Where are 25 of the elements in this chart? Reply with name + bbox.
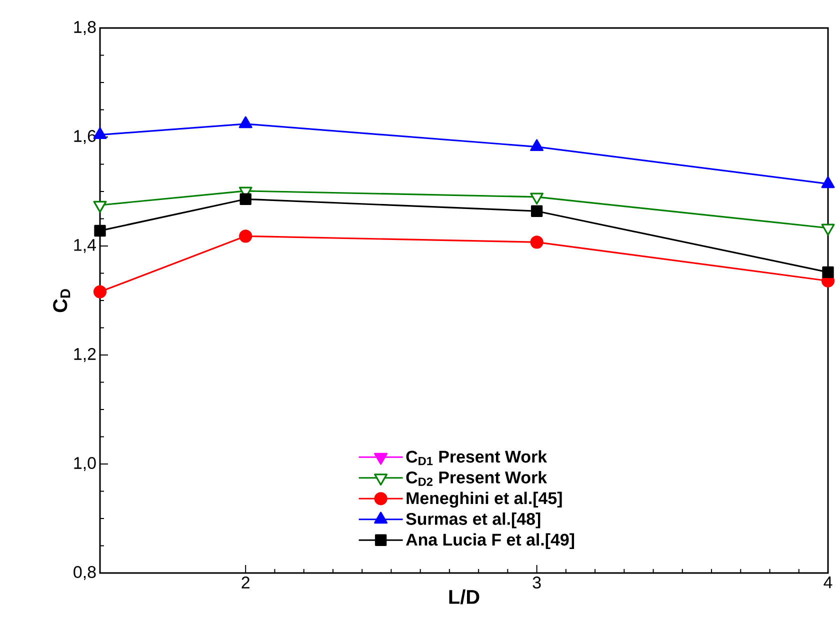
- legend-label: C$_{D2}$ Present Work: [406, 471, 548, 486]
- point: [240, 193, 252, 205]
- x-tick-label: 3: [532, 576, 541, 589]
- point: [93, 285, 107, 298]
- point: [239, 230, 252, 243]
- point: [822, 266, 834, 278]
- y-tick-label: 1,4: [74, 239, 96, 253]
- x-tick-label: 2: [242, 576, 250, 588]
- point: [530, 139, 544, 152]
- legend-label: Surmas et al.[48]: [406, 512, 540, 528]
- legend-label: C$_{D1}$ Present Work: [406, 450, 548, 466]
- point: [530, 205, 543, 217]
- point: [238, 116, 252, 128]
- point: [530, 236, 544, 249]
- y-tick-label: 1,0: [74, 457, 96, 471]
- x-tick-label: 4: [824, 576, 832, 588]
- point: [94, 224, 106, 237]
- y-axis-title: C$_{D}$: [53, 289, 70, 312]
- y-tick-label: 1,8: [74, 20, 96, 35]
- point: [821, 176, 835, 188]
- y-tick-label: 0,8: [74, 566, 96, 580]
- y-tick-label: 1,2: [74, 348, 96, 362]
- legend-label: Meneghini et al.[45]: [406, 492, 562, 508]
- legend-label: Ana Lucia F et al.[49]: [406, 533, 574, 550]
- x-axis-title: L/D: [449, 589, 480, 604]
